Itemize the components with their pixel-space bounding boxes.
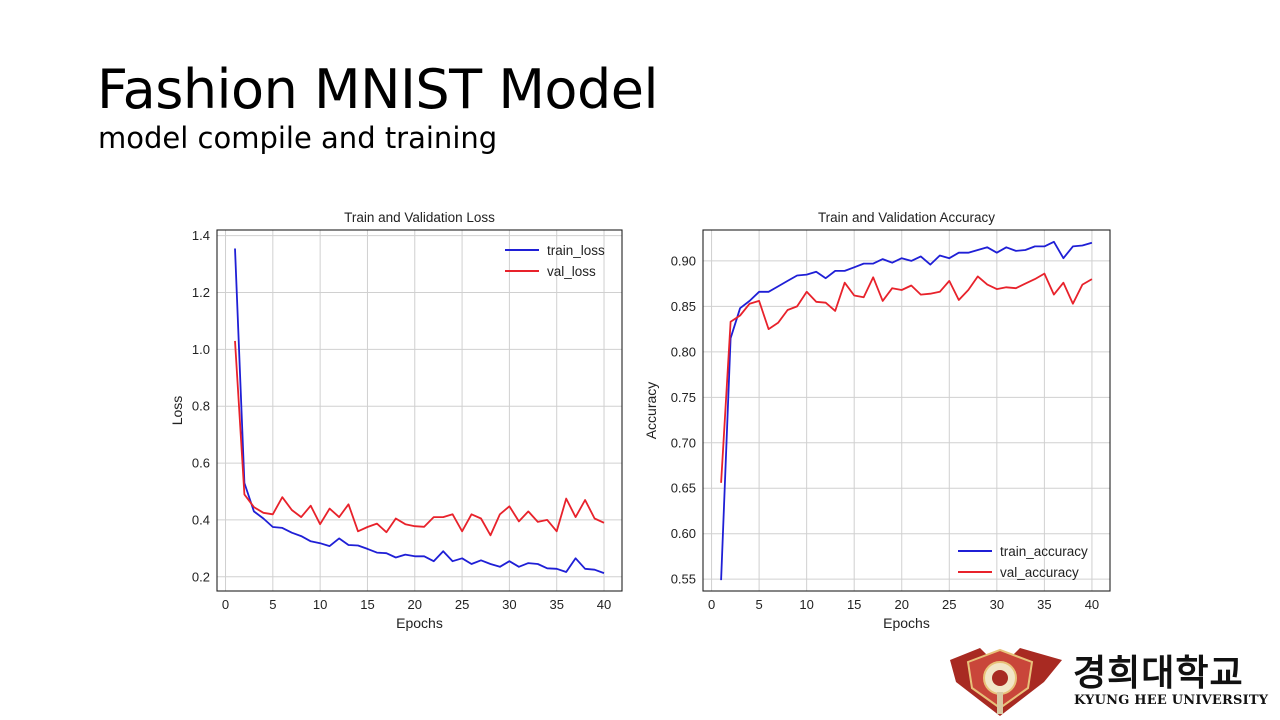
accuracy-legend-label: train_accuracy (1000, 544, 1088, 559)
accuracy-series-train_accuracy (720, 240, 1093, 581)
loss-ytick-label: 0.2 (192, 569, 210, 584)
loss-ytick-label: 1.2 (192, 285, 210, 300)
university-emblem-icon (950, 648, 1062, 716)
loss-legend: train_loss val_loss (505, 243, 605, 279)
accuracy-xtick-label: 0 (708, 597, 715, 612)
loss-xtick-label: 25 (455, 597, 469, 612)
accuracy-xtick-label: 30 (990, 597, 1004, 612)
loss-xtick-label: 15 (360, 597, 374, 612)
accuracy-xtick-label: 40 (1085, 597, 1099, 612)
accuracy-xtick-label: 15 (847, 597, 861, 612)
accuracy-xtick-label: 10 (799, 597, 813, 612)
loss-xtick-label: 5 (269, 597, 276, 612)
slide-subtitle: model compile and training (98, 121, 498, 155)
loss-xtick-label: 10 (313, 597, 327, 612)
loss-plot-frame (216, 229, 623, 592)
accuracy-legend-label: val_accuracy (1000, 565, 1079, 580)
loss-ytick-label: 0.8 (192, 399, 210, 414)
loss-xtick-label: 35 (549, 597, 563, 612)
accuracy-ytick-label: 0.55 (671, 572, 696, 587)
accuracy-ylabel: Accuracy (643, 382, 659, 440)
accuracy-chart: 0 5 10 15 20 25 30 35 40 0.55 0.60 0.65 0.70 0.75 0.80… (643, 210, 1111, 631)
loss-ylabel: Loss (169, 396, 185, 426)
loss-chart: 0 5 10 15 20 25 30 35 40 0.2 0.4 0.6 0.8 1.0 1.2 1.4 Tra… (169, 210, 623, 631)
accuracy-ytick-label: 0.65 (671, 481, 696, 496)
loss-ytick-label: 0.6 (192, 456, 210, 471)
loss-ytick-label: 1.0 (192, 342, 210, 357)
loss-xtick-label: 20 (408, 597, 422, 612)
loss-ytick-label: 1.4 (192, 228, 210, 243)
loss-series-val_loss (234, 340, 605, 537)
slide-title: Fashion MNIST Model (97, 58, 658, 121)
accuracy-ytick-label: 0.85 (671, 299, 696, 314)
loss-plot-area (217, 230, 622, 591)
university-name-korean: 경희대학교 (1073, 653, 1244, 694)
accuracy-ytick-label: 0.60 (671, 526, 696, 541)
loss-ytick-label: 0.4 (192, 512, 210, 527)
accuracy-xtick-label: 5 (755, 597, 762, 612)
loss-title: Train and Validation Loss (344, 210, 495, 225)
accuracy-series-val_accuracy (720, 272, 1093, 483)
accuracy-ytick-label: 0.80 (671, 344, 696, 359)
accuracy-xtick-label: 20 (895, 597, 909, 612)
loss-xtick-label: 30 (502, 597, 516, 612)
accuracy-ytick-label: 0.70 (671, 435, 696, 450)
accuracy-legend: train_accuracy val_accuracy (958, 544, 1088, 580)
loss-legend-label: val_loss (547, 264, 596, 279)
accuracy-xlabel: Epochs (883, 615, 930, 631)
loss-xlabel: Epochs (396, 615, 443, 631)
accuracy-xtick-label: 25 (942, 597, 956, 612)
loss-xtick-label: 0 (222, 597, 229, 612)
accuracy-xtick-label: 35 (1037, 597, 1051, 612)
accuracy-title: Train and Validation Accuracy (818, 210, 995, 225)
loss-legend-label: train_loss (547, 243, 605, 258)
accuracy-plot-frame (702, 229, 1111, 592)
loss-series-train_loss (234, 248, 605, 574)
accuracy-ytick-label: 0.90 (671, 253, 696, 268)
university-name-english: KYUNG HEE UNIVERSITY (1074, 693, 1269, 708)
accuracy-ytick-label: 0.75 (671, 390, 696, 405)
loss-xtick-label: 40 (597, 597, 611, 612)
emblem-seal (950, 648, 1062, 716)
